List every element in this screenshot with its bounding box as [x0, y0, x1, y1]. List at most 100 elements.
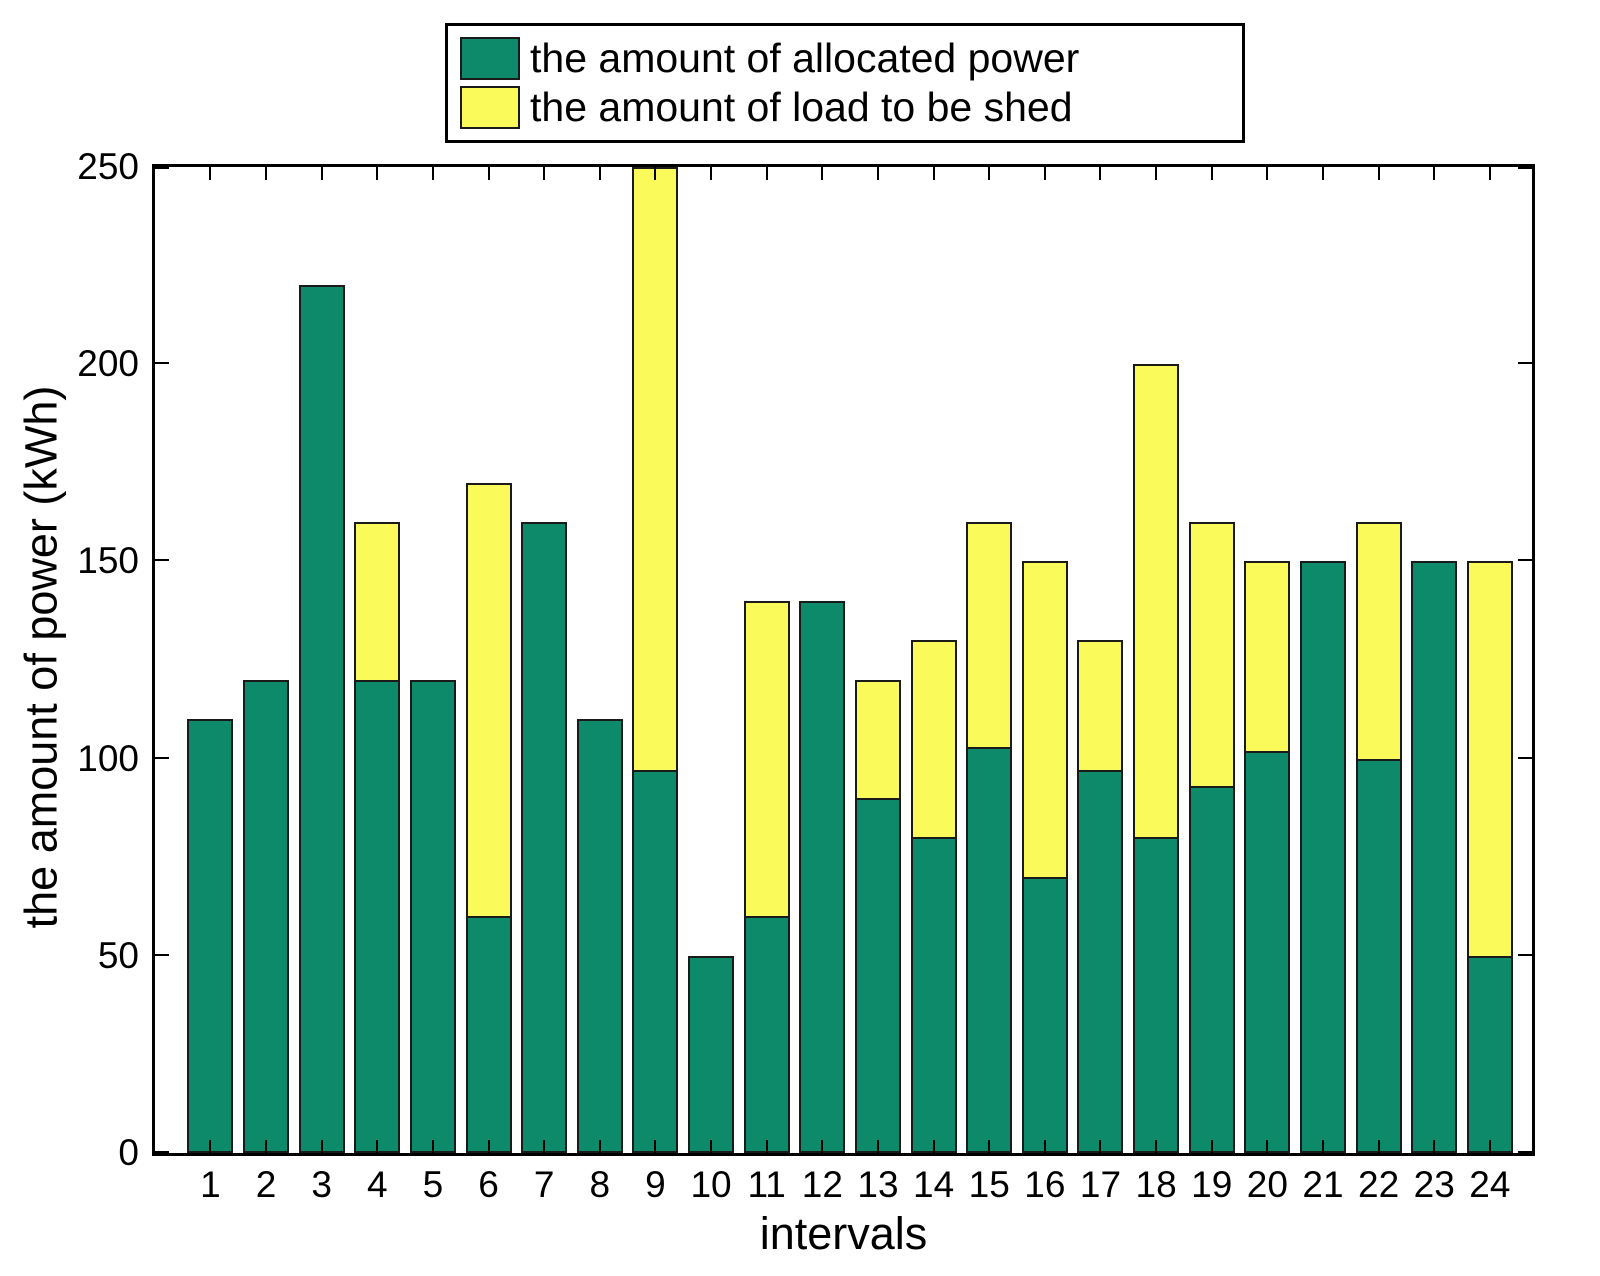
bar-allocated-segment	[966, 746, 1013, 1153]
bar-allocated-segment	[910, 837, 957, 1153]
x-axis-tick-label: 16	[1024, 1164, 1066, 1205]
bar-interval-20	[1244, 561, 1291, 1153]
x-axis-tick-top	[1433, 167, 1436, 180]
bar-allocated-segment	[688, 955, 735, 1153]
x-axis-tick-bottom	[487, 1140, 490, 1153]
bar-allocated-segment	[298, 285, 345, 1153]
x-axis-tick-top	[1155, 167, 1158, 180]
bar-allocated-segment	[243, 679, 290, 1153]
y-axis-tick-right	[1518, 167, 1532, 169]
x-axis-tick-label: 9	[645, 1164, 666, 1205]
bar-interval-8	[576, 719, 623, 1153]
x-axis-tick-label: 22	[1358, 1164, 1400, 1205]
x-axis-tick-bottom	[1043, 1140, 1046, 1153]
bar-interval-13	[854, 679, 901, 1153]
x-axis-tick-top	[1099, 167, 1102, 180]
x-axis-tick-bottom	[710, 1140, 713, 1153]
bar-allocated-segment	[1021, 876, 1068, 1153]
bar-shed-segment	[854, 679, 901, 801]
bar-interval-11	[743, 600, 790, 1153]
bar-shed-segment	[1133, 364, 1180, 840]
x-axis-tick-label: 10	[690, 1164, 732, 1205]
x-axis-tick-label: 18	[1135, 1164, 1177, 1205]
bar-shed-segment	[1355, 521, 1402, 761]
x-axis-tick-label: 15	[968, 1164, 1010, 1205]
bar-shed-segment	[354, 521, 401, 682]
bar-shed-segment	[1244, 561, 1291, 753]
x-axis-tick-bottom	[654, 1140, 657, 1153]
bar-shed-segment	[743, 600, 790, 919]
y-axis-tick-label: 150	[77, 540, 139, 582]
bar-allocated-segment	[1466, 955, 1513, 1153]
bar-allocated-segment	[1300, 561, 1346, 1153]
bar-shed-segment	[1077, 640, 1124, 773]
bar-interval-15	[966, 521, 1013, 1153]
x-axis-tick-bottom	[1322, 1140, 1324, 1153]
x-axis-tick-top	[765, 167, 768, 180]
x-axis-tick-top	[710, 167, 713, 180]
bar-interval-6	[465, 482, 512, 1153]
x-axis-tick-bottom	[932, 1140, 935, 1153]
x-axis-tick-label: 3	[311, 1164, 332, 1205]
x-axis-tick-top	[876, 167, 879, 180]
legend-label-allocated: the amount of allocated power	[530, 34, 1080, 81]
legend-item-shed: the amount of load to be shed	[460, 86, 1234, 130]
bar-interval-14	[910, 640, 957, 1153]
x-axis-tick-bottom	[265, 1140, 268, 1153]
bar-interval-5	[409, 679, 456, 1153]
bar-shed-segment	[1021, 561, 1068, 879]
bar-allocated-segment	[465, 916, 512, 1153]
x-axis-tick-bottom	[376, 1140, 379, 1153]
bar-interval-4	[354, 521, 401, 1153]
y-axis-tick-label: 250	[77, 146, 139, 187]
x-axis-tick-bottom	[1210, 1140, 1213, 1153]
bar-shed-segment	[910, 640, 957, 840]
x-axis-tick-label: 13	[857, 1164, 899, 1205]
y-axis-tick-label: 50	[97, 934, 139, 976]
bar-allocated-segment	[576, 719, 623, 1153]
x-axis-tick-top	[376, 167, 379, 180]
bar-allocated-segment	[632, 770, 679, 1153]
x-axis-label: intervals	[759, 1208, 928, 1259]
bar-allocated-segment	[187, 719, 234, 1153]
y-axis-label-container: the amount of power (kWh)	[2, 164, 80, 1150]
bar-interval-19	[1188, 521, 1235, 1153]
bar-allocated-segment	[1133, 837, 1180, 1153]
bar-shed-segment	[1188, 521, 1235, 789]
x-axis-tick-label: 6	[478, 1164, 499, 1205]
legend-item-allocated: the amount of allocated power	[460, 34, 1234, 81]
x-axis-tick-bottom	[320, 1140, 323, 1153]
bar-interval-12	[799, 600, 846, 1153]
x-axis-tick-label: 5	[422, 1164, 444, 1205]
x-axis-tick-bottom	[765, 1140, 768, 1153]
x-axis-tick-top	[487, 167, 490, 180]
bar-allocated-segment	[743, 916, 790, 1153]
bar-interval-24	[1466, 561, 1513, 1153]
bar-shed-segment	[1466, 561, 1513, 958]
bar-interval-10	[688, 955, 735, 1153]
bar-interval-9	[632, 167, 679, 1153]
x-axis-tick-top	[1377, 167, 1380, 180]
y-axis-tick-right	[1518, 953, 1532, 956]
y-axis-label: the amount of power (kWh)	[15, 385, 67, 929]
x-axis-tick-top	[654, 167, 657, 180]
bar-interval-7	[521, 521, 568, 1153]
x-axis-tick-label: 14	[913, 1164, 955, 1205]
y-axis-tick-left	[155, 559, 169, 562]
y-axis-tick-left	[155, 756, 169, 759]
legend-swatch-shed	[460, 86, 520, 130]
y-axis-tick-label: 200	[77, 343, 139, 385]
x-axis-tick-bottom	[988, 1140, 991, 1153]
x-axis-tick-top	[1266, 167, 1269, 180]
x-axis-tick-top	[932, 167, 935, 180]
y-axis-tick-right	[1518, 559, 1532, 562]
x-axis-tick-bottom	[1266, 1140, 1269, 1153]
bar-interval-23	[1411, 561, 1458, 1153]
x-axis-tick-bottom	[1099, 1140, 1102, 1153]
bar-interval-22	[1355, 521, 1402, 1153]
bar-shed-segment	[966, 521, 1013, 749]
legend-swatch-allocated	[460, 36, 520, 80]
bar-allocated-segment	[1188, 786, 1235, 1153]
x-axis-tick-label: 24	[1469, 1164, 1511, 1205]
